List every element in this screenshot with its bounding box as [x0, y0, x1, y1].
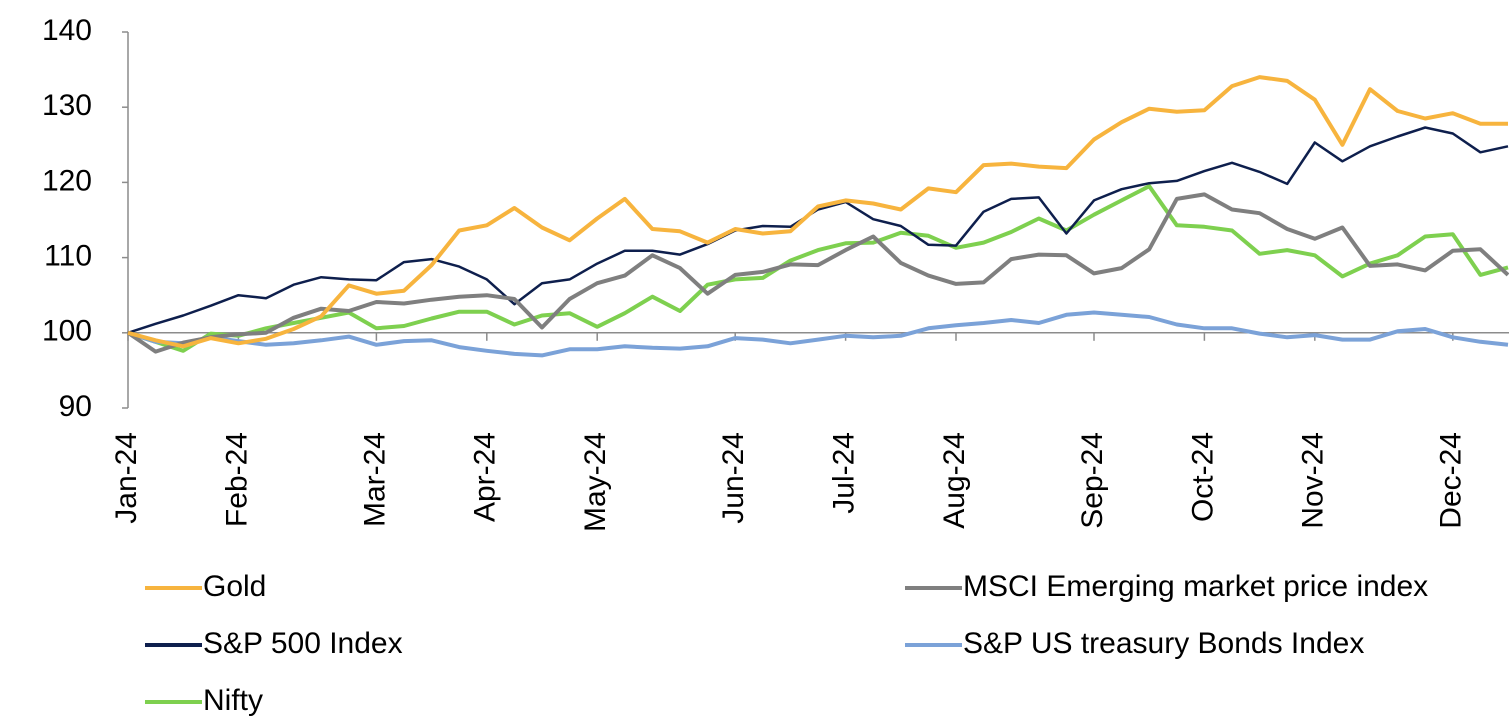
x-tick-label: Jan-24: [110, 432, 143, 524]
legend-label: S&P US treasury Bonds Index: [963, 627, 1364, 660]
legend-label: S&P 500 Index: [203, 627, 403, 660]
y-tick-label: 140: [42, 14, 92, 47]
x-tick-label: Feb-24: [220, 432, 253, 527]
x-tick-label: Jul-24: [828, 432, 861, 514]
y-tick-label: 130: [42, 89, 92, 122]
series-line: [127, 184, 1509, 353]
x-tick-label: Aug-24: [938, 432, 971, 529]
y-tick-label: 110: [44, 240, 92, 273]
legend-label: Nifty: [203, 684, 263, 717]
y-tick-label: 120: [42, 164, 92, 197]
series-line: [127, 75, 1508, 349]
legend-label: MSCI Emerging market price index: [963, 570, 1428, 603]
x-tick-label: Sep-24: [1076, 432, 1109, 529]
legend-label: Gold: [203, 570, 266, 603]
x-tick-label: Dec-24: [1435, 432, 1468, 529]
series-line: [127, 126, 1509, 334]
y-tick-label: 100: [42, 315, 92, 348]
series-line: [127, 310, 1509, 358]
x-tick-label: Mar-24: [358, 432, 391, 527]
y-tick-label: 90: [59, 390, 92, 423]
x-tick-label: May-24: [579, 432, 612, 532]
x-tick-label: Jun-24: [717, 432, 750, 524]
x-tick-label: Nov-24: [1297, 432, 1330, 529]
x-tick-label: Apr-24: [469, 432, 502, 522]
x-tick-label: Oct-24: [1186, 432, 1219, 522]
series-line: [126, 192, 1509, 354]
